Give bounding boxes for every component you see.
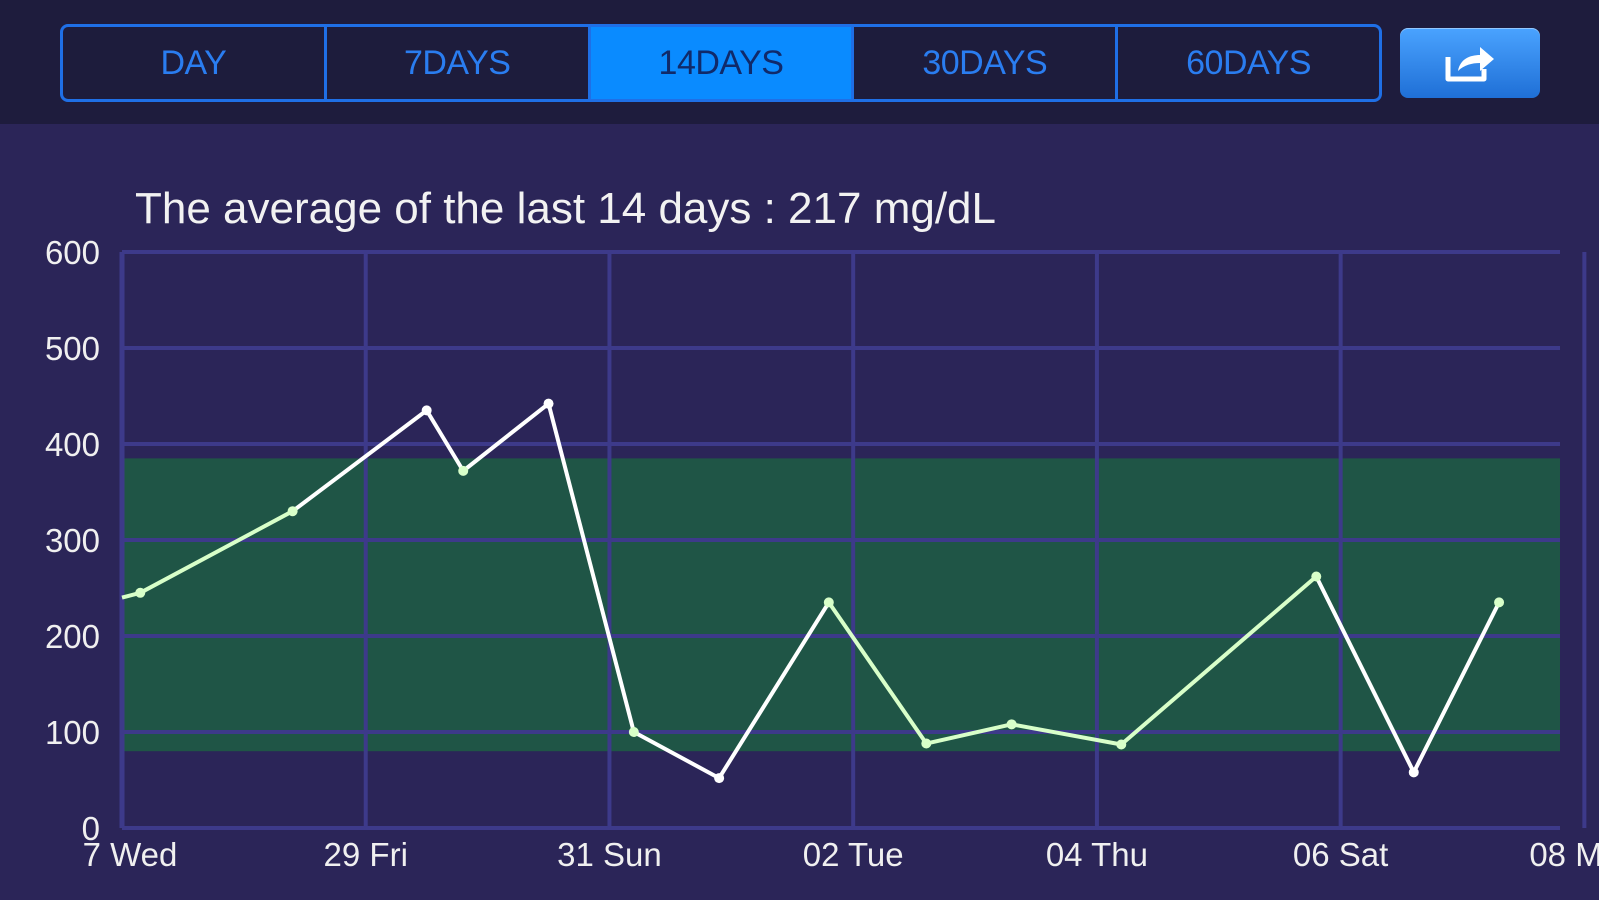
x-tick-label: 02 Tue — [803, 836, 904, 873]
y-tick-label: 200 — [45, 618, 100, 655]
x-tick-label: 7 Wed — [83, 836, 178, 873]
y-tick-label: 100 — [45, 714, 100, 751]
series-segment — [1411, 600, 1502, 775]
x-tick-label: 08 Mon — [1529, 836, 1599, 873]
target-range-band — [122, 458, 1560, 752]
data-point — [1006, 719, 1017, 730]
series-segment — [717, 600, 831, 781]
series-segment — [924, 722, 1014, 746]
data-point — [1311, 571, 1322, 582]
series-segment — [290, 408, 429, 514]
series-segment — [1314, 574, 1416, 775]
tab-60days[interactable]: 60DAYS — [1186, 43, 1312, 82]
x-tick-label: 06 Sat — [1293, 836, 1388, 873]
average-title: The average of the last 14 days : 217 mg… — [135, 184, 996, 233]
data-point — [287, 506, 298, 517]
series-segment — [631, 730, 722, 781]
data-point — [458, 465, 469, 476]
data-point — [135, 587, 146, 598]
y-tick-label: 0 — [82, 810, 100, 847]
series-segment — [461, 401, 551, 473]
data-point — [628, 727, 639, 737]
data-point — [921, 738, 932, 749]
data-point — [421, 405, 432, 416]
tab-30days[interactable]: 30DAYS — [854, 27, 1119, 99]
range-selector: DAY 7DAYS 14DAYS 30DAYS 60DAYS — [60, 24, 1382, 102]
series-segment — [1119, 574, 1319, 747]
x-tick-label: 31 Sun — [557, 836, 662, 873]
share-button[interactable] — [1400, 28, 1540, 98]
y-tick-label: 400 — [45, 426, 100, 463]
series-segment — [1009, 722, 1124, 747]
y-tick-label: 300 — [45, 522, 100, 559]
tab-day[interactable]: DAY — [63, 27, 327, 99]
y-tick-label: 500 — [45, 330, 100, 367]
share-icon — [1445, 47, 1494, 82]
y-tick-label: 600 — [45, 234, 100, 271]
tab-14days[interactable]: 14DAYS — [590, 27, 855, 99]
data-point — [543, 398, 554, 409]
series-segment — [826, 600, 929, 746]
data-point — [823, 597, 834, 608]
series-segment — [138, 509, 295, 595]
data-point — [1408, 767, 1419, 778]
x-tick-label: 04 Thu — [1046, 836, 1148, 873]
series-segment — [546, 401, 636, 734]
series-segment — [424, 408, 466, 473]
tab-7days[interactable]: 7DAYS — [327, 27, 591, 99]
data-point — [714, 773, 725, 784]
data-point — [1116, 739, 1127, 750]
data-point — [1494, 597, 1505, 608]
x-tick-label: 29 Fri — [324, 836, 408, 873]
